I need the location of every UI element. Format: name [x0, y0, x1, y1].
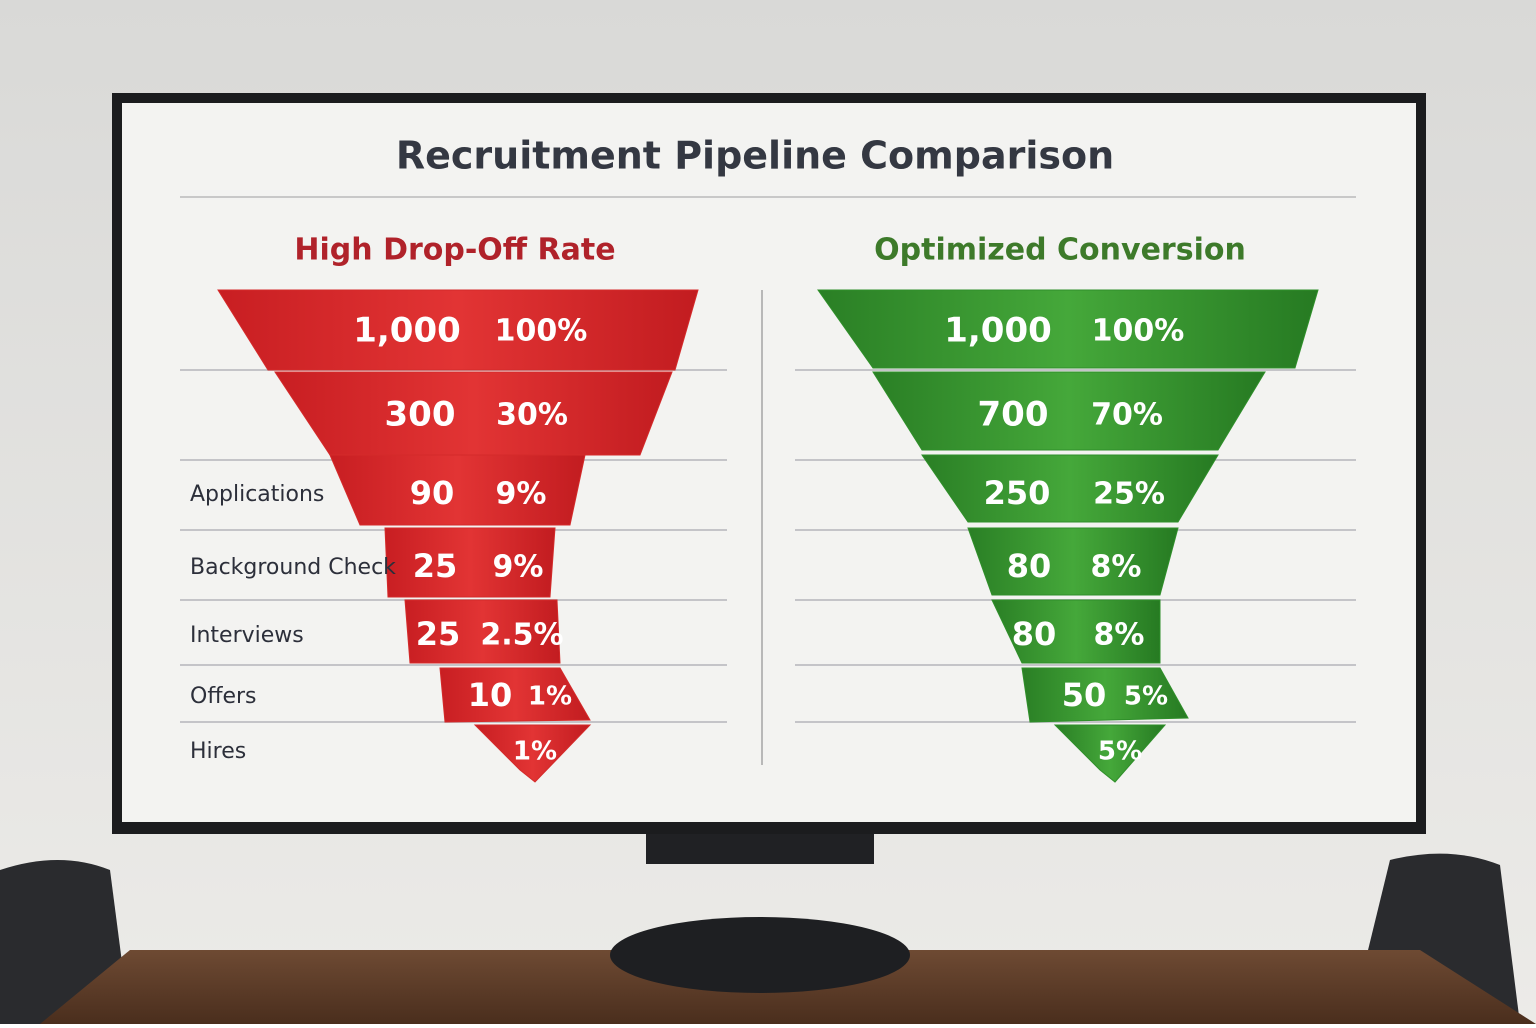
stage-label: Hires: [190, 739, 246, 764]
funnel-segment: [967, 527, 1179, 596]
count-label: 80: [1012, 615, 1057, 653]
funnel-title: Optimized Conversion: [874, 233, 1246, 268]
stage-label: Offers: [190, 684, 257, 709]
funnel-segment: [329, 454, 586, 526]
funnel-segment: [404, 599, 561, 664]
percent-label: 30%: [496, 398, 568, 433]
percent-label: 8%: [1091, 550, 1142, 585]
stage-label: Background Check: [190, 555, 396, 580]
percent-label: 9%: [493, 550, 544, 585]
percent-label: 1%: [528, 682, 572, 712]
funnel-segment: [921, 454, 1219, 523]
count-label: 25: [416, 615, 461, 653]
percent-label: 1%: [513, 737, 557, 767]
stage-label: Applications: [190, 482, 324, 507]
count-label: 1,000: [944, 311, 1052, 351]
count-label: 80: [1007, 547, 1052, 585]
percent-label: 100%: [1092, 314, 1185, 349]
count-label: 300: [385, 395, 456, 435]
conference-phone: [610, 917, 910, 993]
funnel-segment: [217, 289, 699, 371]
funnel-segment: [274, 371, 673, 456]
percent-label: 8%: [1094, 618, 1145, 653]
percent-label: 5%: [1098, 737, 1142, 767]
count-label: 10: [468, 676, 513, 714]
percent-label: 25%: [1093, 477, 1165, 512]
funnel-segment: [1021, 667, 1189, 723]
count-label: 50: [1062, 676, 1107, 714]
percent-label: 2.5%: [480, 618, 563, 653]
percent-label: 5%: [1124, 682, 1168, 712]
stage-label: Interviews: [190, 623, 304, 648]
screen: [122, 103, 1416, 822]
soundbar: [646, 834, 874, 864]
count-label: 700: [978, 395, 1049, 435]
percent-label: 9%: [496, 477, 547, 512]
percent-label: 70%: [1091, 398, 1163, 433]
funnel-segment: [473, 724, 592, 783]
funnel-segment: [439, 667, 591, 723]
funnel-segment: [991, 599, 1161, 664]
chart-title: Recruitment Pipeline Comparison: [396, 134, 1114, 178]
count-label: 25: [413, 547, 458, 585]
funnel-segment: [384, 527, 556, 598]
count-label: 250: [984, 474, 1051, 512]
percent-label: 100%: [495, 314, 588, 349]
funnel-segment: [872, 371, 1266, 451]
funnel-segment: [1053, 724, 1167, 783]
count-label: 90: [410, 474, 455, 512]
funnel-title: High Drop-Off Rate: [294, 233, 615, 268]
count-label: 1,000: [353, 311, 461, 351]
funnel-segment: [817, 289, 1319, 369]
